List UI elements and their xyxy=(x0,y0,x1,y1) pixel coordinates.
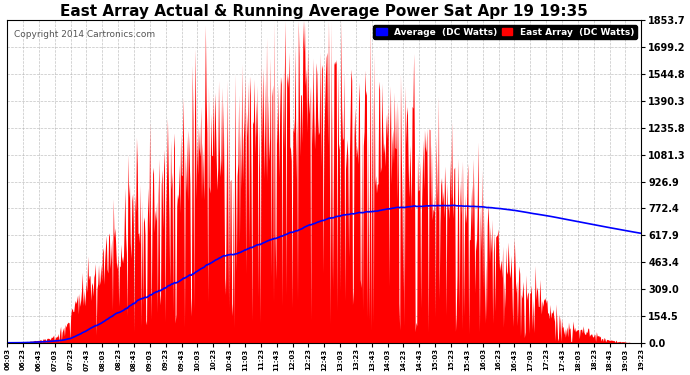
Text: Copyright 2014 Cartronics.com: Copyright 2014 Cartronics.com xyxy=(14,30,155,39)
Title: East Array Actual & Running Average Power Sat Apr 19 19:35: East Array Actual & Running Average Powe… xyxy=(60,4,588,19)
Legend: Average  (DC Watts), East Array  (DC Watts): Average (DC Watts), East Array (DC Watts… xyxy=(373,25,637,39)
